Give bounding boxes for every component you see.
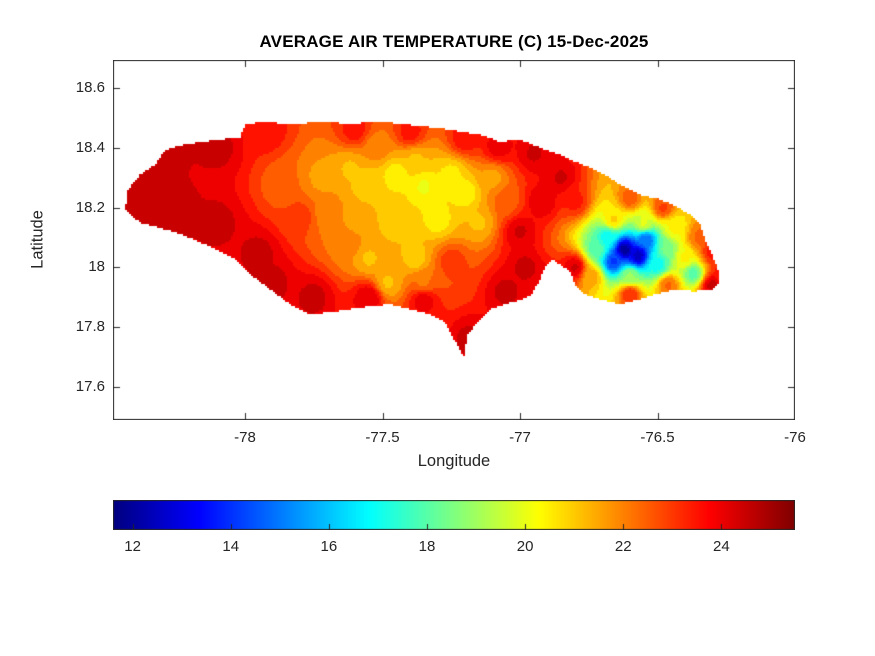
y-tick-label: 18 — [88, 258, 105, 276]
y-tick-label: 17.6 — [75, 378, 105, 396]
colorbar-tick-label: 20 — [516, 538, 534, 555]
colorbar-tick-label: 14 — [222, 538, 240, 555]
chart-title: AVERAGE AIR TEMPERATURE (C) 15-Dec-2025 — [259, 32, 649, 51]
colorbar-canvas — [113, 500, 795, 530]
colorbar-tick-label: 24 — [713, 538, 730, 555]
colorbar-tick-label: 12 — [124, 538, 141, 555]
colorbar-tick-label: 22 — [614, 538, 632, 555]
colorbar-tick-label: 18 — [418, 538, 436, 555]
x-tick-label: -76.5 — [640, 429, 675, 446]
y-tick-label: 18.2 — [75, 198, 105, 216]
y-axis-label: Latitude — [28, 210, 47, 269]
colorbar-tick-label: 16 — [320, 538, 338, 555]
x-tick-label: -76 — [784, 429, 806, 446]
temperature-map-canvas — [113, 60, 795, 420]
y-tick-label: 18.6 — [75, 78, 105, 96]
x-tick-label: -77 — [509, 429, 531, 446]
y-tick-label: 18.4 — [75, 138, 105, 156]
y-tick-label: 17.8 — [75, 318, 105, 336]
x-tick-label: -77.5 — [365, 429, 400, 446]
x-axis-label: Longitude — [417, 452, 491, 470]
x-tick-label: -78 — [234, 429, 256, 446]
